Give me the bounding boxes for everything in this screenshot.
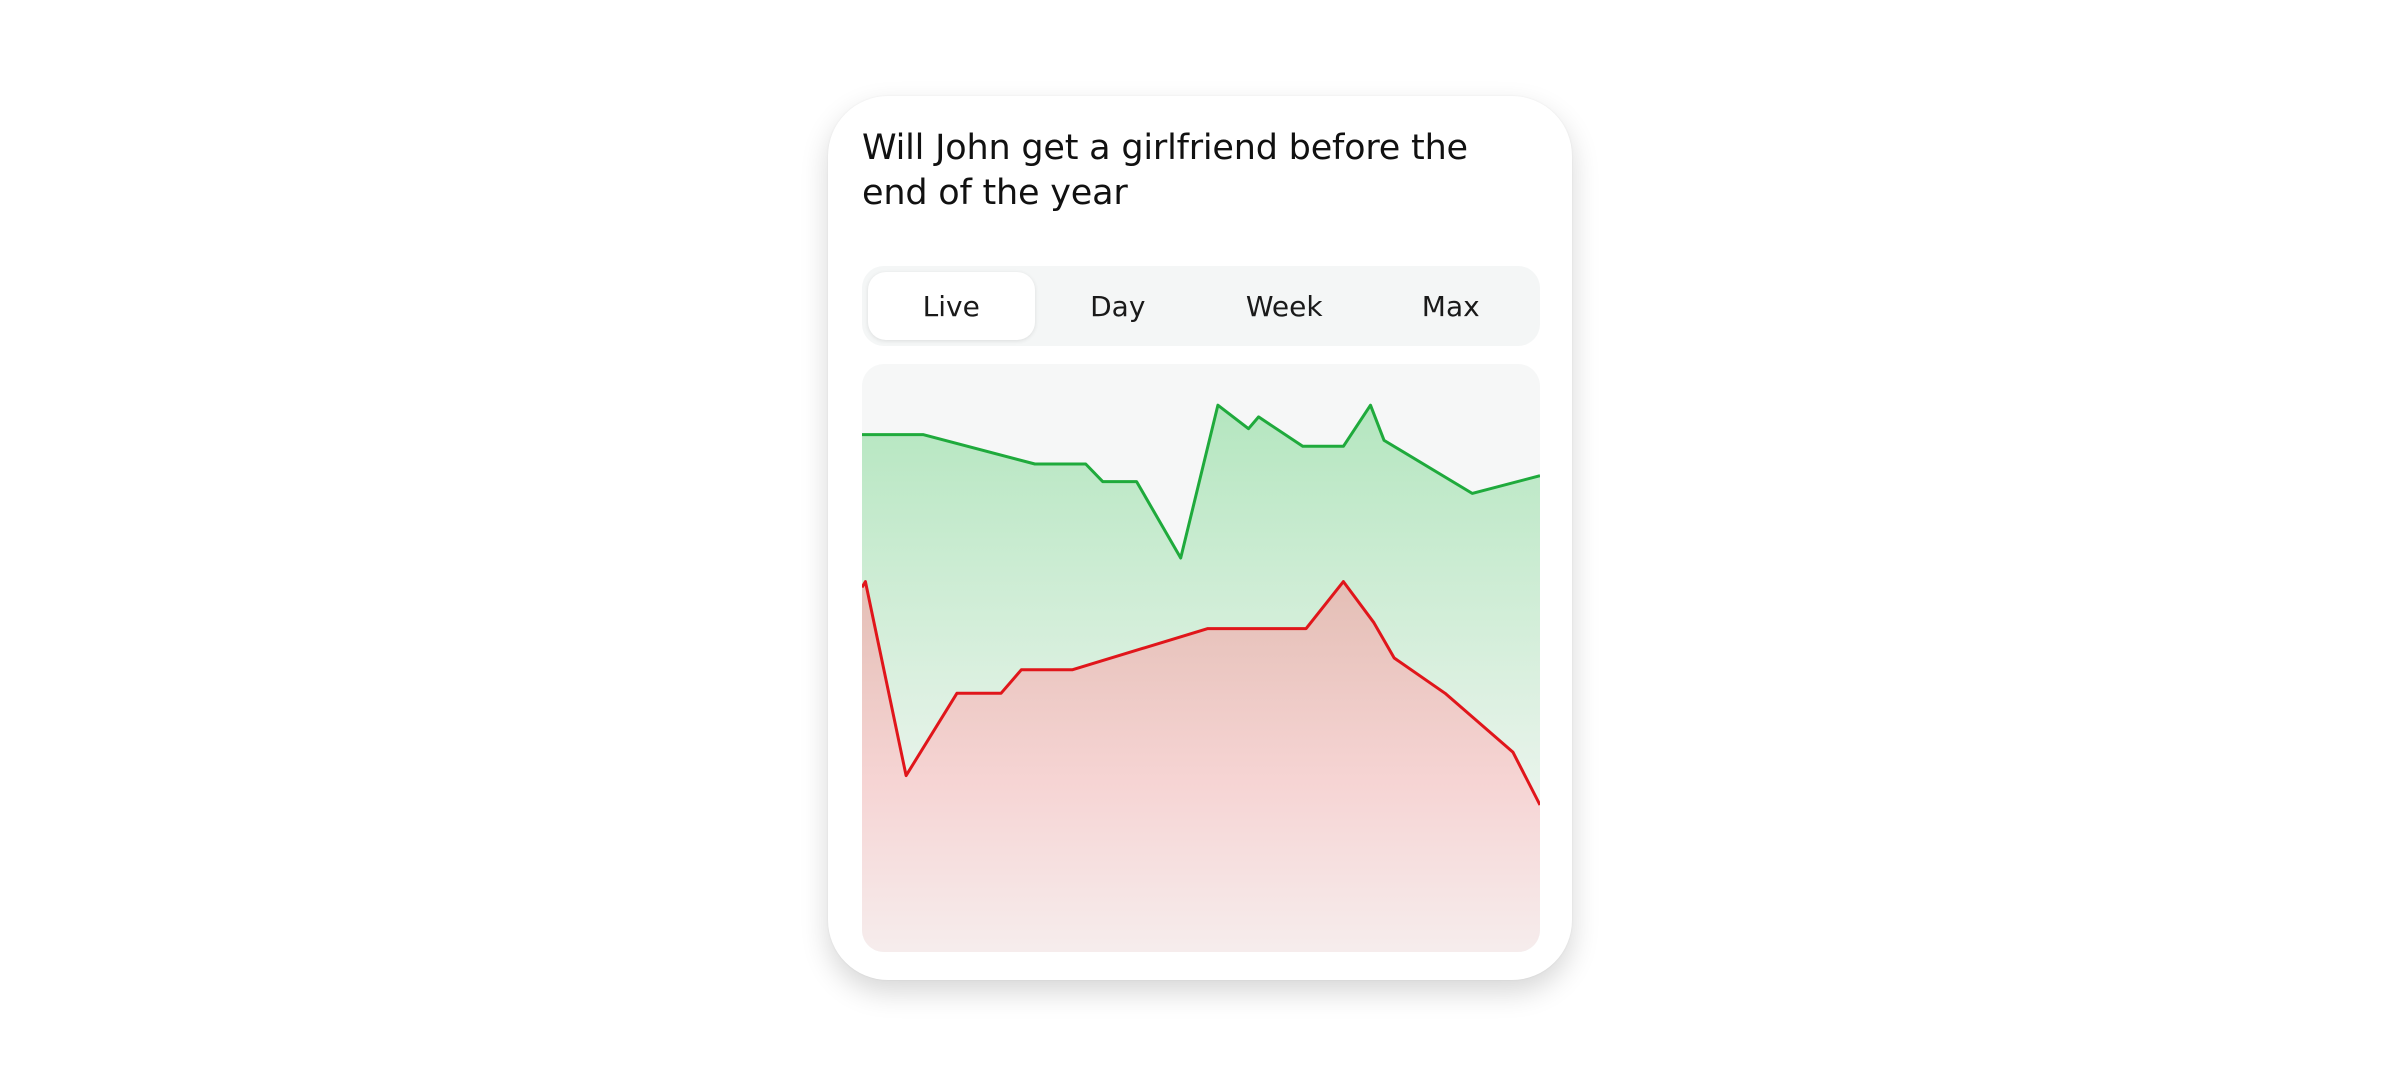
price-chart (862, 364, 1540, 952)
tab-day[interactable]: Day (1090, 289, 1146, 323)
tab-max[interactable]: Max (1421, 289, 1480, 323)
market-title: Will John get a girlfriend before the en… (862, 128, 1468, 213)
no-series-line (862, 580, 1540, 806)
price-chart-svg (862, 403, 1540, 952)
no-series-area (862, 581, 1540, 952)
time-range-tabs: Live Day Week Max (862, 266, 1540, 346)
yes-series-line (862, 403, 1540, 560)
tab-week[interactable]: Week (1245, 289, 1323, 323)
market-card: Will John get a girlfriend before the en… (828, 96, 1572, 980)
tab-live[interactable]: Live (868, 272, 1035, 340)
